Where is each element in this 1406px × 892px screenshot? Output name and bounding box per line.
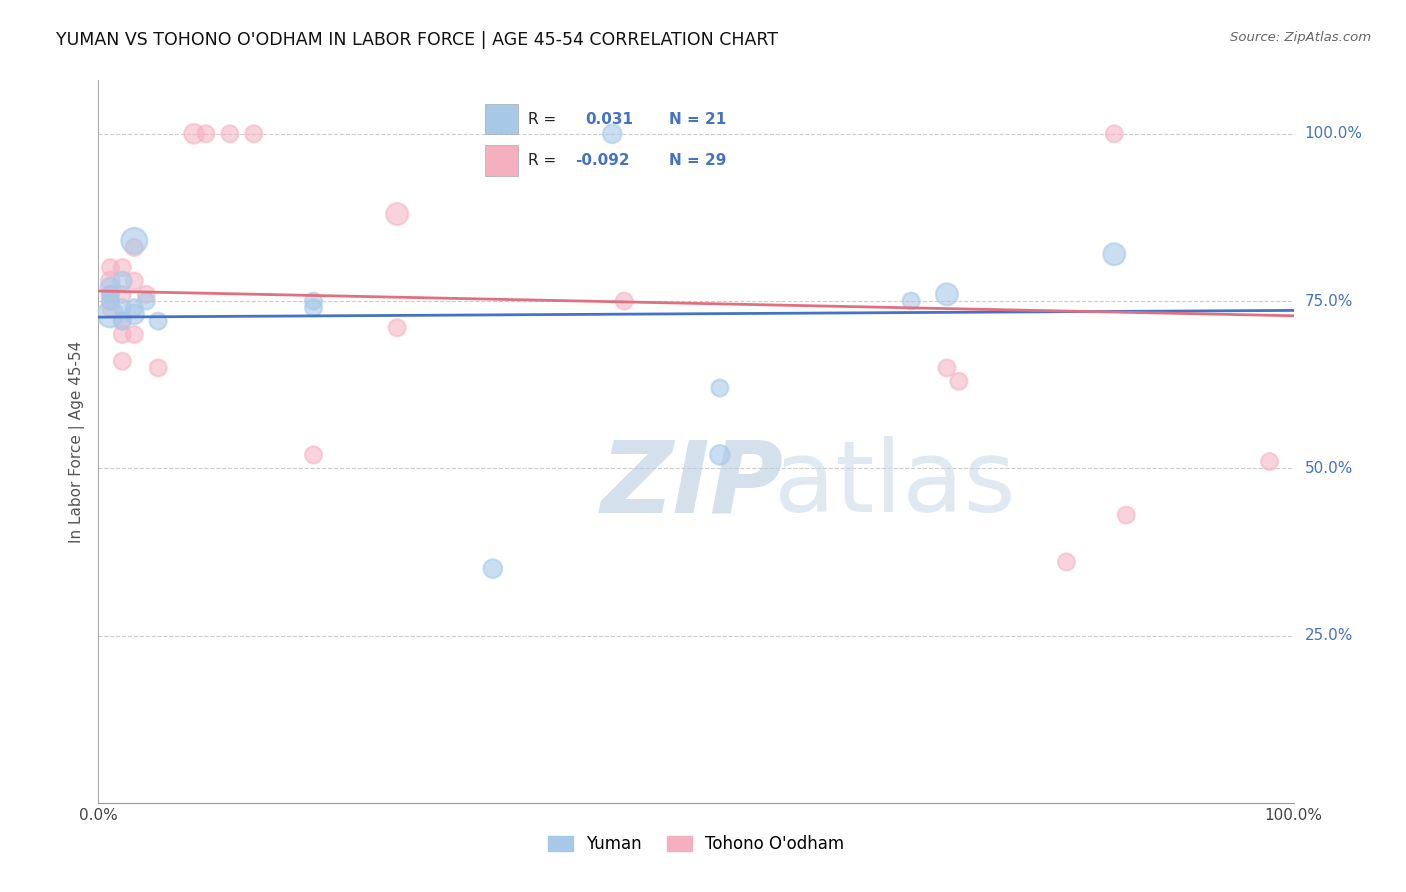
Point <box>1056 555 1078 569</box>
Point <box>219 127 242 141</box>
Point <box>111 314 134 328</box>
Point <box>148 314 170 328</box>
Point <box>111 314 134 328</box>
Point <box>124 241 146 255</box>
Point <box>148 361 170 376</box>
Text: 75.0%: 75.0% <box>1305 293 1353 309</box>
Point <box>1104 247 1126 261</box>
Point <box>111 354 134 368</box>
Text: 100.0%: 100.0% <box>1305 127 1362 141</box>
Point <box>302 294 325 309</box>
Point <box>124 307 146 322</box>
Text: atlas: atlas <box>773 436 1015 533</box>
Point <box>302 301 325 315</box>
Point <box>111 287 134 301</box>
Point <box>195 127 218 141</box>
Point <box>98 294 122 309</box>
Point <box>936 361 959 376</box>
Point <box>98 287 122 301</box>
Point <box>302 448 325 462</box>
Point <box>98 307 122 322</box>
Point <box>385 321 409 335</box>
Point <box>98 287 122 301</box>
Text: ZIP: ZIP <box>600 436 783 533</box>
Point <box>135 287 157 301</box>
Point <box>481 562 505 576</box>
Point <box>124 327 146 342</box>
Point <box>98 274 122 288</box>
Text: YUMAN VS TOHONO O'ODHAM IN LABOR FORCE | AGE 45-54 CORRELATION CHART: YUMAN VS TOHONO O'ODHAM IN LABOR FORCE |… <box>56 31 779 49</box>
Point <box>385 207 409 221</box>
Point <box>1104 127 1126 141</box>
Point <box>111 301 134 315</box>
Text: 25.0%: 25.0% <box>1305 628 1353 643</box>
Point <box>111 327 134 342</box>
Point <box>124 301 146 315</box>
Point <box>1258 455 1281 469</box>
Legend: Yuman, Tohono O'odham: Yuman, Tohono O'odham <box>541 828 851 860</box>
Point <box>900 294 922 309</box>
Y-axis label: In Labor Force | Age 45-54: In Labor Force | Age 45-54 <box>69 341 84 542</box>
Point <box>613 294 636 309</box>
Point <box>243 127 266 141</box>
Point <box>709 448 731 462</box>
Point <box>709 381 731 395</box>
Point <box>135 294 157 309</box>
Point <box>111 260 134 275</box>
Point <box>948 375 970 389</box>
Point <box>98 260 122 275</box>
Point <box>183 127 205 141</box>
Point <box>936 287 959 301</box>
Point <box>124 234 146 248</box>
Point <box>111 274 134 288</box>
Text: Source: ZipAtlas.com: Source: ZipAtlas.com <box>1230 31 1371 45</box>
Point <box>98 301 122 315</box>
Point <box>98 281 122 295</box>
Point <box>1115 508 1137 523</box>
Point <box>124 274 146 288</box>
Text: 50.0%: 50.0% <box>1305 461 1353 475</box>
Point <box>602 127 624 141</box>
Point <box>98 294 122 309</box>
